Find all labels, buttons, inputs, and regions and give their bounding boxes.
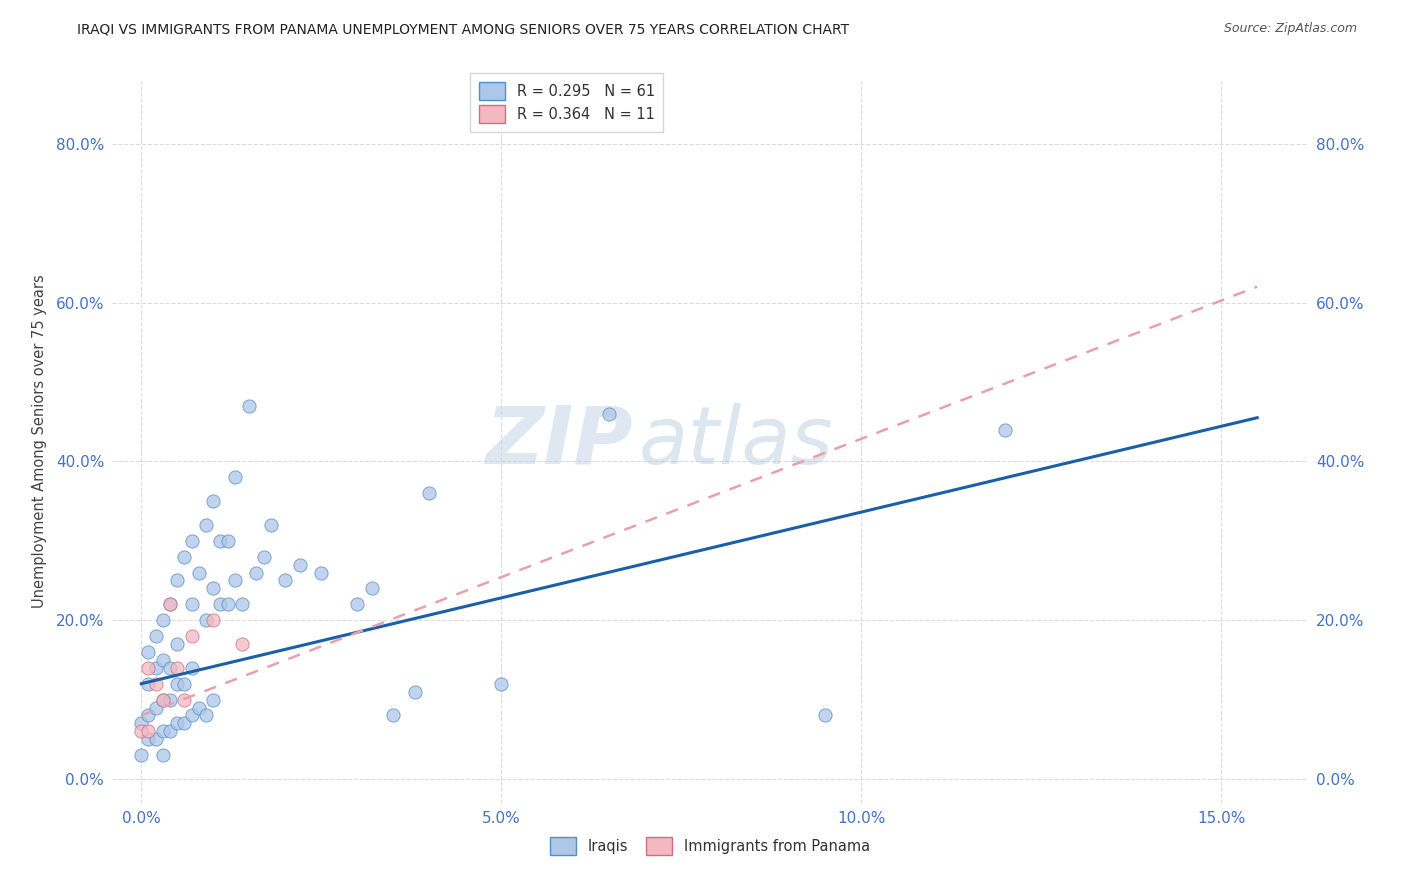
- Point: [491, 676, 513, 690]
- Text: Source: ZipAtlas.com: Source: ZipAtlas.com: [1223, 22, 1357, 36]
- Point: [152, 692, 174, 706]
- Point: [159, 661, 181, 675]
- Point: [195, 613, 218, 627]
- Point: [152, 653, 174, 667]
- Point: [231, 597, 253, 611]
- Point: [217, 597, 239, 611]
- Point: [274, 574, 297, 588]
- Point: [129, 716, 152, 731]
- Point: [187, 700, 209, 714]
- Point: [224, 574, 246, 588]
- Point: [173, 676, 195, 690]
- Point: [152, 613, 174, 627]
- Point: [195, 517, 218, 532]
- Point: [195, 708, 218, 723]
- Point: [238, 399, 260, 413]
- Point: [245, 566, 267, 580]
- Point: [187, 566, 209, 580]
- Point: [202, 692, 225, 706]
- Text: atlas: atlas: [638, 402, 834, 481]
- Point: [173, 692, 195, 706]
- Point: [138, 732, 160, 747]
- Point: [202, 613, 225, 627]
- Point: [418, 486, 440, 500]
- Point: [145, 661, 167, 675]
- Point: [231, 637, 253, 651]
- Point: [166, 716, 188, 731]
- Point: [814, 708, 837, 723]
- Point: [346, 597, 368, 611]
- Point: [209, 597, 232, 611]
- Point: [159, 692, 181, 706]
- Point: [180, 629, 202, 643]
- Point: [173, 716, 195, 731]
- Point: [138, 661, 160, 675]
- Point: [180, 708, 202, 723]
- Y-axis label: Unemployment Among Seniors over 75 years: Unemployment Among Seniors over 75 years: [32, 275, 48, 608]
- Point: [166, 661, 188, 675]
- Point: [180, 597, 202, 611]
- Point: [152, 692, 174, 706]
- Point: [145, 700, 167, 714]
- Point: [994, 423, 1017, 437]
- Point: [309, 566, 332, 580]
- Point: [253, 549, 276, 564]
- Point: [145, 732, 167, 747]
- Point: [202, 494, 225, 508]
- Point: [145, 676, 167, 690]
- Point: [152, 748, 174, 763]
- Point: [180, 661, 202, 675]
- Point: [138, 724, 160, 739]
- Legend: Iraqis, Immigrants from Panama: Iraqis, Immigrants from Panama: [544, 831, 876, 861]
- Point: [138, 676, 160, 690]
- Point: [173, 549, 195, 564]
- Point: [598, 407, 620, 421]
- Point: [159, 724, 181, 739]
- Point: [145, 629, 167, 643]
- Point: [138, 645, 160, 659]
- Point: [288, 558, 311, 572]
- Text: IRAQI VS IMMIGRANTS FROM PANAMA UNEMPLOYMENT AMONG SENIORS OVER 75 YEARS CORRELA: IRAQI VS IMMIGRANTS FROM PANAMA UNEMPLOY…: [77, 22, 849, 37]
- Point: [129, 748, 152, 763]
- Point: [260, 517, 283, 532]
- Point: [217, 533, 239, 548]
- Point: [159, 597, 181, 611]
- Point: [166, 574, 188, 588]
- Point: [159, 597, 181, 611]
- Point: [180, 533, 202, 548]
- Point: [224, 470, 246, 484]
- Point: [152, 724, 174, 739]
- Point: [202, 582, 225, 596]
- Text: ZIP: ZIP: [485, 402, 633, 481]
- Point: [209, 533, 232, 548]
- Point: [166, 676, 188, 690]
- Point: [404, 684, 426, 698]
- Point: [138, 708, 160, 723]
- Point: [360, 582, 382, 596]
- Point: [166, 637, 188, 651]
- Point: [129, 724, 152, 739]
- Point: [382, 708, 405, 723]
